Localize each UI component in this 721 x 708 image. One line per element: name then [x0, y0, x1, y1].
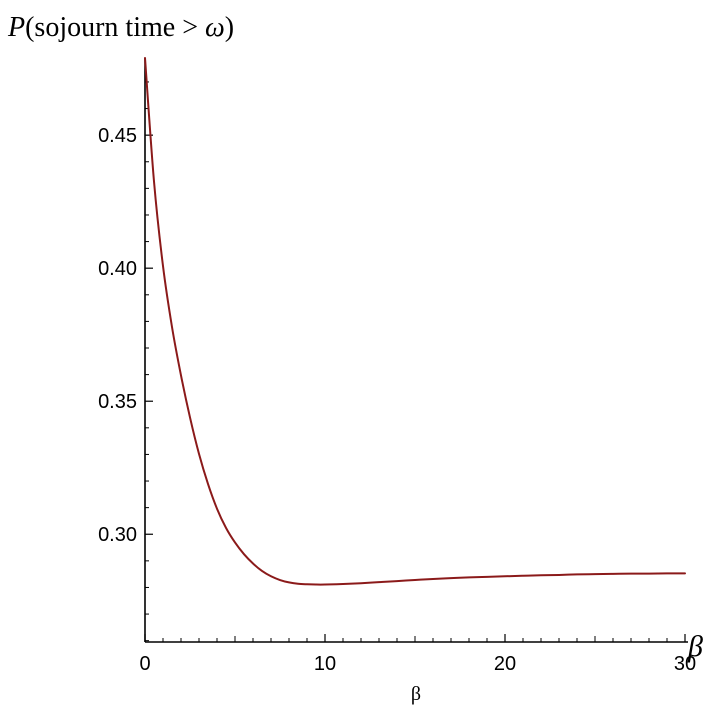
major-ticks	[144, 134, 686, 642]
title-mid: (sojourn time >	[25, 12, 205, 43]
title-close: )	[225, 12, 234, 43]
y-tick-label: 0.35	[98, 391, 137, 413]
chart-title: P(sojourn time > ω)	[7, 12, 234, 43]
tick-labels: 0.30 0.35 0.40 0.45 0 10 20 30	[98, 125, 696, 675]
x-tick-label: 20	[494, 653, 516, 675]
y-tick-label: 0.45	[98, 125, 137, 147]
x-tick-label: 30	[674, 653, 696, 675]
series-line	[144, 57, 686, 586]
y-tick-label: 0.40	[98, 258, 137, 280]
x-tick-label: 0	[139, 653, 150, 675]
minor-ticks	[145, 81, 668, 642]
y-tick-label: 0.30	[98, 524, 137, 546]
x-axis-end-label: β	[687, 630, 703, 663]
title-omega: ω	[205, 12, 225, 43]
x-axis-label: β	[411, 683, 421, 705]
title-p: P	[7, 12, 25, 43]
x-tick-label: 10	[314, 653, 336, 675]
